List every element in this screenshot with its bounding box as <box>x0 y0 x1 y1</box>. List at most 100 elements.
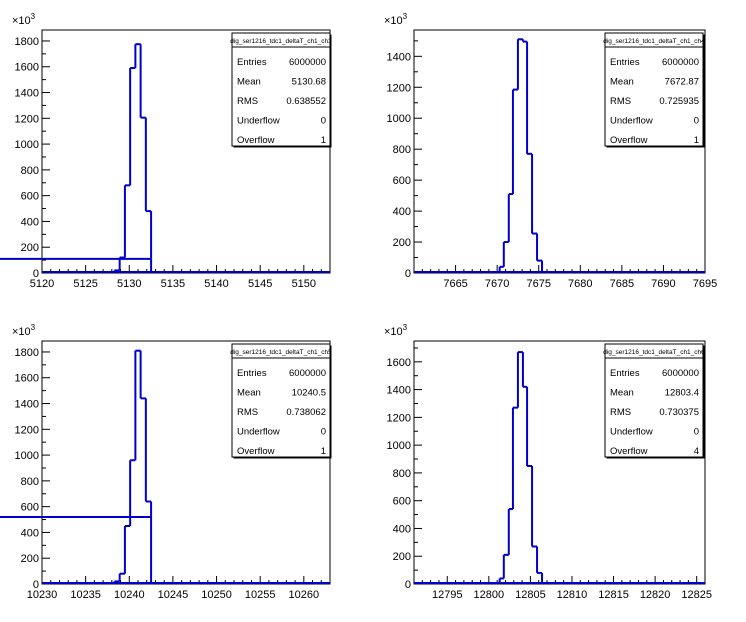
stat-label: Overflow <box>237 446 275 457</box>
stat-label: Underflow <box>610 427 653 438</box>
x-tick-label: 12805 <box>515 589 546 601</box>
stat-label: Overflow <box>237 135 275 146</box>
x-tick-label: 12810 <box>557 589 588 601</box>
y-tick-label: 0 <box>33 579 39 591</box>
stat-value: 0 <box>321 116 326 127</box>
histogram-title: dig_ser1216_tdc1_deltaT_ch1_ch4 <box>603 38 705 45</box>
stat-value: 0 <box>321 427 326 438</box>
x-tick-label: 12795 <box>432 589 463 601</box>
stat-label: Entries <box>610 368 640 379</box>
y-tick-label: 1400 <box>387 385 411 397</box>
stat-value: 6000000 <box>289 368 326 379</box>
stats-box: dig_ser1216_tdc1_deltaT_ch1_ch4 Entries 60… <box>603 32 705 148</box>
stat-value: 0.738062 <box>286 407 326 418</box>
y-tick-label: 600 <box>21 191 39 203</box>
y-tick-label: 1400 <box>15 88 39 100</box>
stat-value: 5130.68 <box>292 77 326 88</box>
stat-value: 6000000 <box>662 368 699 379</box>
x-tick-label: 12820 <box>640 589 671 601</box>
stat-label: Mean <box>237 388 261 399</box>
y-tick-label: 0 <box>33 268 39 280</box>
stat-value: 7672.87 <box>665 77 699 88</box>
stat-label: Mean <box>610 77 634 88</box>
x-tick-label: 7685 <box>610 278 634 290</box>
y-tick-label: 1400 <box>387 51 411 63</box>
stat-value: 1 <box>321 446 326 457</box>
stat-value: 10240.5 <box>292 388 326 399</box>
stat-value: 12803.4 <box>665 388 699 399</box>
stat-label: Underflow <box>237 427 280 438</box>
y-tick-label: 1200 <box>387 82 411 94</box>
histogram-pad-3: 0 200 400 600 800 1000 1200 1400 1600 1800 ×103 102… <box>0 323 332 601</box>
y-tick-label: 1600 <box>15 62 39 74</box>
x-tick-label: 12825 <box>681 589 712 601</box>
stat-label: Underflow <box>610 116 653 127</box>
y-tick-label: 1600 <box>15 373 39 385</box>
stat-label: Overflow <box>610 135 648 146</box>
histogram-pad-4: 0 200 400 600 800 1000 1200 1400 1600 ×103 12795 12… <box>384 323 712 601</box>
y-tick-label: 800 <box>393 144 411 156</box>
histogram-title: dig_ser1216_tdc1_deltaT_ch1_ch6 <box>603 349 705 356</box>
stat-value: 0.638552 <box>286 96 326 107</box>
x-tick-label: 7680 <box>568 278 592 290</box>
x-tick-label: 5135 <box>161 278 185 290</box>
y-tick-label: 1000 <box>387 440 411 452</box>
histogram-title: dig_ser1216_tdc1_deltaT_ch1_ch3 <box>230 38 332 45</box>
x-tick-label: 10260 <box>289 589 320 601</box>
y-tick-label: 1200 <box>15 424 39 436</box>
x-tick-label: 7695 <box>693 278 717 290</box>
y-tick-label: 400 <box>21 216 39 228</box>
y-tick-label: 400 <box>21 527 39 539</box>
y-tick-label: 600 <box>393 496 411 508</box>
x-tick-label: 10245 <box>158 589 189 601</box>
y-tick-label: 800 <box>21 165 39 177</box>
stat-value: 1 <box>694 135 699 146</box>
y-tick-label: 600 <box>21 502 39 514</box>
x-tick-label: 10230 <box>27 589 58 601</box>
y-tick-label: 800 <box>393 468 411 480</box>
stat-label: RMS <box>237 96 258 107</box>
x-tick-label: 5150 <box>292 278 316 290</box>
stat-label: Mean <box>610 388 634 399</box>
x-tick-label: 10255 <box>245 589 276 601</box>
y-tick-label: 200 <box>393 237 411 249</box>
y-tick-label: 400 <box>393 523 411 535</box>
y-tick-label: 1400 <box>15 399 39 411</box>
y-tick-label: 200 <box>393 551 411 563</box>
stat-value: 0.730375 <box>659 407 699 418</box>
stat-label: Entries <box>237 57 267 68</box>
stat-label: Overflow <box>610 446 648 457</box>
y-tick-label: 1000 <box>387 113 411 125</box>
stat-label: RMS <box>610 96 631 107</box>
stat-value: 0.725935 <box>659 96 699 107</box>
histogram-pad-1: 0 200 400 600 800 1000 1200 1400 1600 1800 ×103 512… <box>0 12 332 290</box>
stats-box: dig_ser1216_tdc1_deltaT_ch1_ch6 Entries 60… <box>603 343 705 459</box>
y-tick-label: 1200 <box>15 113 39 125</box>
stat-label: Entries <box>610 57 640 68</box>
y-tick-label: 1800 <box>15 36 39 48</box>
x-tick-label: 7675 <box>526 278 550 290</box>
x-tick-label: 10250 <box>201 589 232 601</box>
x-tick-label: 10235 <box>70 589 101 601</box>
stat-value: 6000000 <box>662 57 699 68</box>
stats-box-frame <box>604 343 704 458</box>
stat-value: 0 <box>694 116 699 127</box>
y-tick-label: 1600 <box>387 357 411 369</box>
y-tick-label: 0 <box>405 579 411 591</box>
x-tick-label: 5120 <box>30 278 54 290</box>
stat-label: RMS <box>610 407 631 418</box>
y-tick-label: 200 <box>21 242 39 254</box>
x-tick-label: 5125 <box>73 278 97 290</box>
y-tick-label: 0 <box>405 268 411 280</box>
stats-box-frame <box>604 32 704 147</box>
stat-label: Underflow <box>237 116 280 127</box>
y-exponent-label: ×103 <box>12 323 36 338</box>
x-tick-label: 7665 <box>443 278 467 290</box>
y-tick-label: 1200 <box>387 412 411 424</box>
y-exponent-label: ×103 <box>384 323 408 338</box>
stat-label: Entries <box>237 368 267 379</box>
y-tick-label: 200 <box>21 553 39 565</box>
y-tick-label: 1000 <box>15 139 39 151</box>
histogram-title: dig_ser1216_tdc1_deltaT_ch1_ch5 <box>230 349 332 356</box>
